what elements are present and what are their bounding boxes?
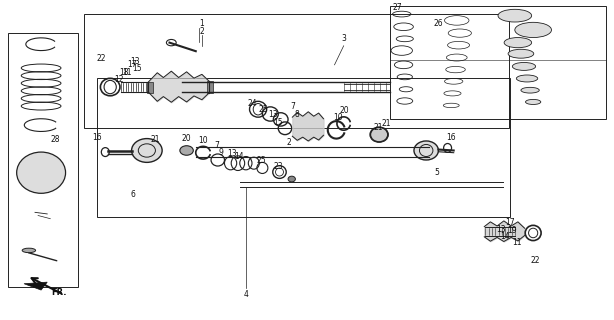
Text: FR.: FR. — [52, 288, 67, 297]
Text: 25: 25 — [258, 105, 268, 114]
Ellipse shape — [515, 22, 551, 37]
Text: 16: 16 — [93, 133, 102, 142]
Text: 23: 23 — [273, 162, 283, 171]
Text: 3: 3 — [341, 34, 346, 43]
Text: 12: 12 — [115, 75, 124, 84]
Text: 17: 17 — [126, 60, 136, 69]
Bar — [389, 6, 607, 119]
Ellipse shape — [512, 62, 535, 70]
Text: 17: 17 — [505, 218, 515, 227]
Text: 19: 19 — [508, 226, 517, 235]
FancyArrowPatch shape — [28, 253, 56, 261]
Ellipse shape — [288, 176, 295, 182]
Text: 15: 15 — [273, 118, 282, 127]
Text: 21: 21 — [381, 119, 391, 128]
Text: 9: 9 — [219, 148, 224, 157]
Text: 22: 22 — [530, 256, 540, 265]
Bar — [208, 81, 214, 93]
Ellipse shape — [17, 152, 66, 193]
Ellipse shape — [521, 87, 539, 93]
Ellipse shape — [180, 146, 193, 155]
Text: 14: 14 — [500, 232, 510, 241]
Ellipse shape — [370, 127, 388, 142]
Text: 13: 13 — [268, 110, 278, 119]
Text: 5: 5 — [435, 168, 440, 177]
Ellipse shape — [131, 139, 162, 162]
Polygon shape — [24, 282, 47, 290]
Bar — [147, 82, 153, 93]
Text: 21: 21 — [374, 123, 383, 132]
Text: 6: 6 — [130, 190, 135, 199]
Ellipse shape — [508, 49, 534, 58]
Text: 28: 28 — [50, 135, 60, 144]
Text: 26: 26 — [433, 19, 443, 28]
Text: 27: 27 — [392, 3, 402, 12]
Text: 4: 4 — [243, 290, 248, 299]
Ellipse shape — [414, 141, 438, 160]
Bar — [7, 33, 78, 287]
Text: 1: 1 — [200, 19, 204, 28]
Text: 18: 18 — [119, 68, 128, 77]
Ellipse shape — [526, 100, 541, 105]
Text: 20: 20 — [182, 134, 192, 143]
Text: 2: 2 — [286, 138, 291, 147]
Text: 11: 11 — [122, 68, 131, 77]
Text: 25: 25 — [257, 156, 266, 165]
Text: 24: 24 — [247, 99, 257, 108]
Text: 22: 22 — [96, 54, 106, 63]
Text: 14: 14 — [234, 152, 243, 161]
Ellipse shape — [371, 127, 387, 142]
Text: 10: 10 — [198, 136, 208, 146]
Text: 13: 13 — [497, 225, 506, 234]
Text: 15: 15 — [132, 63, 142, 73]
Text: 20: 20 — [340, 106, 349, 115]
Text: 8: 8 — [295, 109, 300, 118]
Text: 2: 2 — [200, 27, 204, 36]
Ellipse shape — [504, 37, 532, 48]
Text: 16: 16 — [446, 133, 456, 142]
Text: 11: 11 — [512, 238, 521, 247]
Text: 13: 13 — [130, 57, 139, 66]
Ellipse shape — [22, 248, 36, 252]
Text: 21: 21 — [150, 135, 160, 144]
Text: 10: 10 — [333, 113, 343, 122]
Bar — [84, 14, 509, 128]
Text: 7: 7 — [214, 141, 219, 150]
Ellipse shape — [516, 75, 538, 82]
Bar — [98, 77, 510, 217]
Text: 7: 7 — [290, 102, 295, 111]
Text: 13: 13 — [227, 149, 236, 158]
Ellipse shape — [498, 9, 532, 22]
